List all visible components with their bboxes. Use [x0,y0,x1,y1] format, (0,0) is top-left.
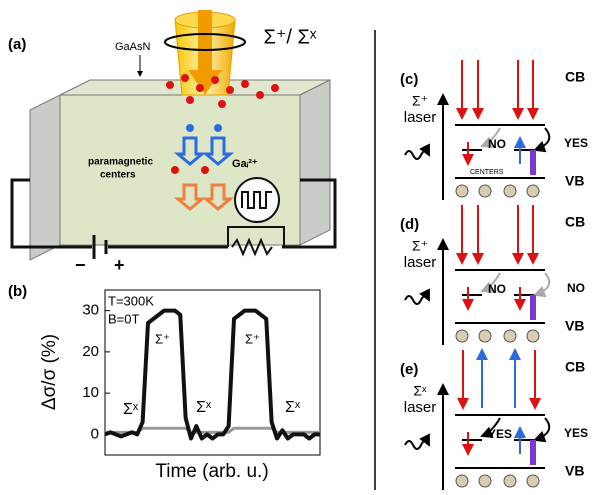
arrow [188,10,222,95]
annotation: T=300K [108,293,154,308]
capture-arrow [480,127,501,148]
label: NO [488,282,506,296]
y-tick-label: 10 [82,384,99,401]
y-tick-label: 20 [82,343,99,360]
arrow [173,183,207,211]
capture-arrow [533,272,551,298]
capture-arrow [480,272,501,293]
capture-arrow [480,417,501,438]
terminal: + [114,255,125,275]
label: YES [564,136,588,150]
arrow [173,136,207,166]
label: VB [565,318,584,334]
panel-a: (a) Σ⁺/ Σˣ GaAsN paramagnetic centers Ga… [8,10,337,275]
annotation: Σˣ [196,399,212,416]
panel-label: (a) [8,36,26,53]
photon [404,143,430,160]
series-line [104,308,320,441]
contact [29,94,61,261]
panel-label: (b) [8,283,27,300]
panel-b: (b) Δσ/σ (%) Time (arb. u.) T=300K B=0T … [8,283,321,482]
hole [526,329,540,343]
label: (c) [400,71,418,88]
label: VB [565,463,584,479]
capture-arrow [533,127,551,153]
label: Σ⁺ [412,93,428,109]
hole [455,184,469,198]
label: YES [564,426,588,440]
hole [455,329,469,343]
hole [455,474,469,488]
center [171,166,179,174]
label: NO [488,137,506,151]
contact [299,79,331,246]
label: NO [567,281,585,295]
label: CB [565,69,585,85]
label: CB [565,359,585,375]
label: (d) [400,216,419,233]
hole [526,474,540,488]
annotation: paramagnetic [88,157,153,168]
label: YES [488,427,512,441]
annotation: Gaᵢ²⁺ [232,158,258,170]
hole [478,184,492,198]
recombination [530,440,536,465]
label: VB [565,173,584,189]
arrow [201,183,235,211]
rotation [164,33,246,51]
plot-frame [104,289,321,456]
label: Σ⁺ [412,238,428,254]
hole [503,184,517,198]
material: GaAsN [115,41,151,53]
arrow [201,136,235,166]
label: (e) [400,361,418,378]
x-axis-title: Time (arb. u.) [155,461,268,482]
label: Σˣ [413,383,427,399]
hole [503,329,517,343]
electrons [166,74,279,108]
y-axis-title: Δσ/σ (%) [39,334,60,410]
y-tick-label: 30 [82,302,99,319]
y-tick-label: 0 [91,425,99,442]
hole [478,329,492,343]
annotation: B=0T [108,311,139,326]
circuit [10,177,337,259]
capture-arrow [533,417,551,443]
electron [214,124,222,132]
label: CENTERS [470,169,504,176]
recombination [530,150,536,175]
annotation: centers [100,170,136,181]
center [201,166,209,174]
photon [404,433,430,450]
sample [59,94,301,246]
hole [503,474,517,488]
label: laser [404,109,437,126]
terminal: − [75,255,86,275]
label: CB [565,214,585,230]
annotation: Σ⁺ [245,331,260,346]
annotation: Σˣ [285,399,301,416]
recombination [530,295,536,320]
annotation: Σˣ [123,401,139,418]
hole [526,184,540,198]
label: laser [404,254,437,271]
label: laser [404,399,437,416]
hole [478,474,492,488]
polarization: Σ⁺/ Σˣ [264,26,317,48]
photon [404,288,430,305]
annotation: Σ⁺ [155,331,170,346]
electron [186,124,194,132]
